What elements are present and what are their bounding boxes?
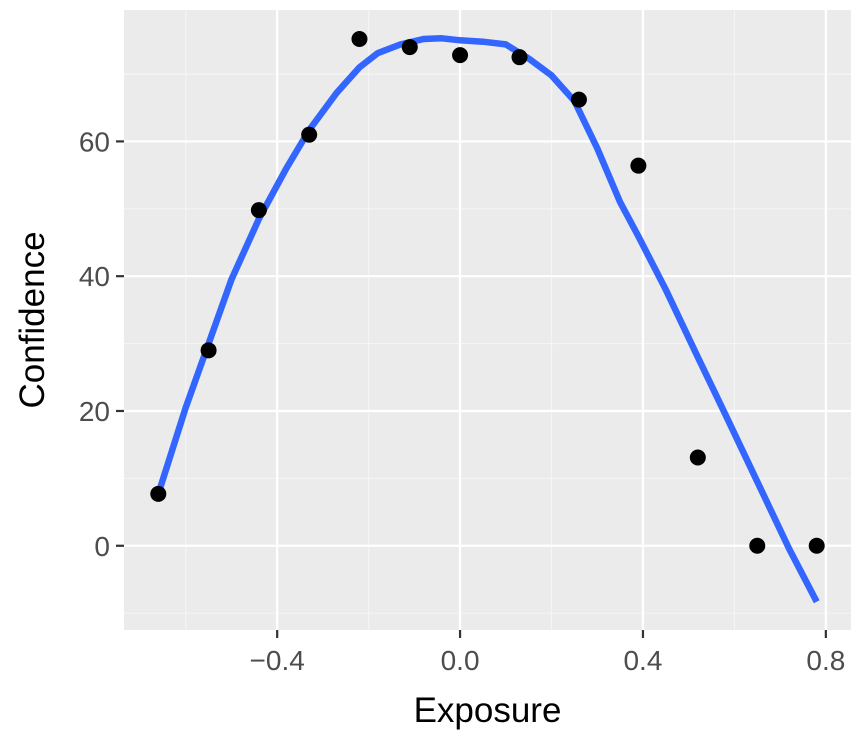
x-axis-title: Exposure — [414, 691, 562, 730]
panel-background — [124, 10, 851, 630]
points-layer — [150, 30, 825, 554]
major-grid — [124, 10, 851, 630]
data-point — [200, 342, 217, 359]
y-tick-label: 40 — [79, 261, 110, 292]
minor-grid — [124, 10, 851, 630]
y-tick-label: 0 — [94, 531, 110, 562]
x-axis: −0.4 0.0 0.4 0.8 — [250, 630, 845, 676]
data-point — [511, 49, 528, 66]
x-tick-label: −0.4 — [250, 645, 305, 676]
data-point — [749, 537, 766, 554]
data-point — [250, 202, 267, 219]
data-point — [351, 30, 368, 47]
data-point — [401, 39, 418, 56]
data-point — [808, 537, 825, 554]
x-tick-label: 0.0 — [441, 645, 480, 676]
y-tick-label: 20 — [79, 396, 110, 427]
data-point — [452, 47, 469, 64]
data-point — [630, 157, 647, 174]
x-tick-label: 0.4 — [623, 645, 662, 676]
y-axis: 0 20 40 60 — [79, 126, 124, 562]
data-point — [301, 126, 318, 143]
y-axis-title: Confidence — [13, 231, 52, 408]
data-point — [689, 449, 706, 466]
data-point — [570, 91, 587, 108]
smooth-layer — [155, 35, 820, 604]
y-tick-label: 60 — [79, 126, 110, 157]
x-tick-label: 0.8 — [806, 645, 845, 676]
data-point — [150, 485, 167, 502]
smooth-line — [155, 35, 820, 604]
